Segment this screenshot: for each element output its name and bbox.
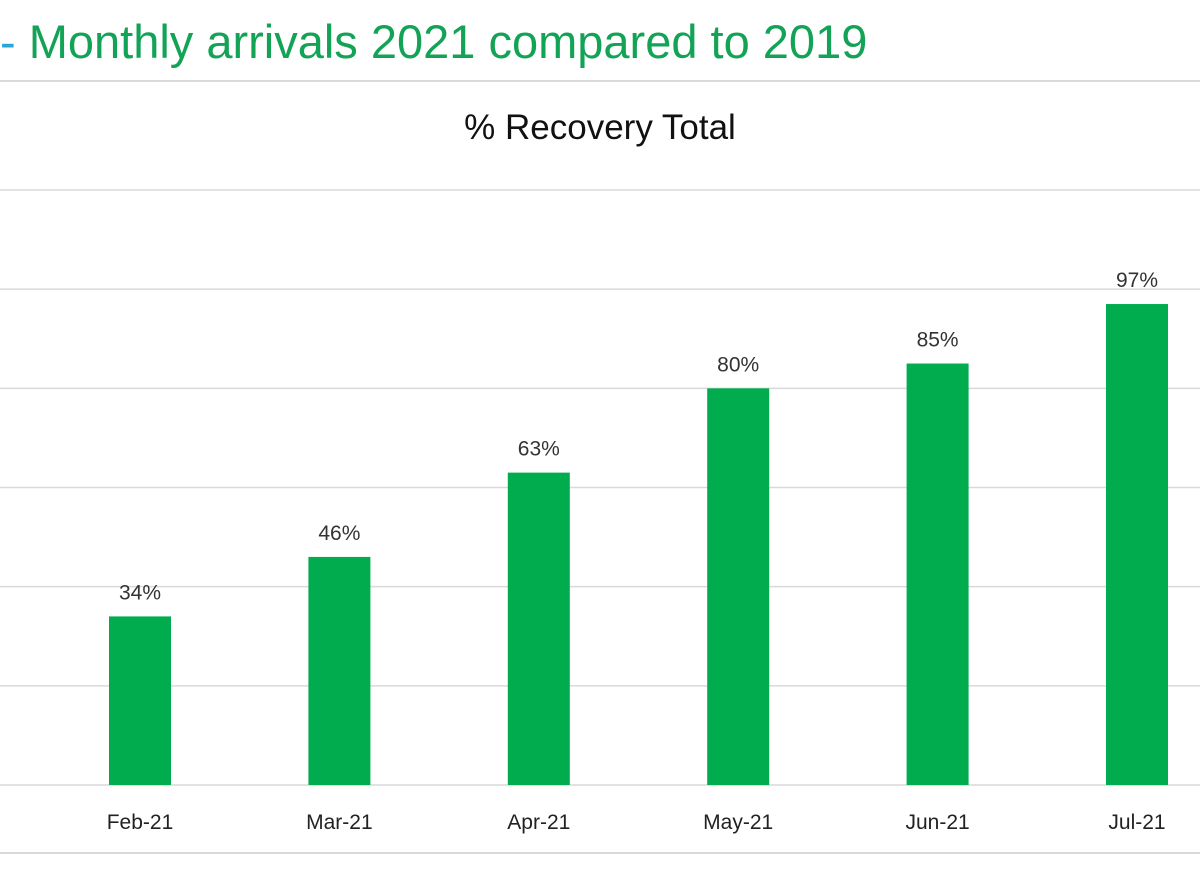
x-tick-label-Apr-21: Apr-21 <box>507 811 570 834</box>
data-label-Feb-21: 34% <box>119 581 161 604</box>
gridlines <box>0 189 1200 786</box>
bar-Jun-21 <box>906 363 969 785</box>
data-label-Jul-21: 97% <box>1116 269 1158 292</box>
slide-headline: - Monthly arrivals 2021 compared to 2019 <box>0 14 867 74</box>
headline-dash: - <box>0 15 16 68</box>
bar-Apr-21 <box>507 472 570 785</box>
x-tick-label-May-21: May-21 <box>703 811 773 834</box>
chart-title: % Recovery Total <box>464 108 736 147</box>
x-axis-tick-labels: Feb-21 Mar-21 Apr-21 May-21 Jun-21 Jul-21 <box>107 811 1166 834</box>
bar-Mar-21 <box>308 556 371 785</box>
data-label-May-21: 80% <box>717 353 759 376</box>
x-tick-label-Mar-21: Mar-21 <box>306 811 373 834</box>
headline-title: Monthly arrivals 2021 compared to 2019 <box>28 15 868 68</box>
data-label-Apr-21: 63% <box>518 438 560 461</box>
bar-Jul-21 <box>1106 304 1168 785</box>
data-label-Mar-21: 46% <box>318 522 360 545</box>
x-tick-label-Feb-21: Feb-21 <box>107 811 174 834</box>
data-labels: 34% 46% 63% 80% 85% 97% <box>119 269 1158 604</box>
bar-Feb-21 <box>109 616 171 785</box>
bar-May-21 <box>707 388 770 785</box>
x-tick-label-Jul-21: Jul-21 <box>1108 811 1165 834</box>
header-divider <box>0 80 1200 82</box>
bars <box>109 304 1168 785</box>
data-label-Jun-21: 85% <box>917 329 959 352</box>
x-tick-label-Jun-21: Jun-21 <box>905 811 969 834</box>
